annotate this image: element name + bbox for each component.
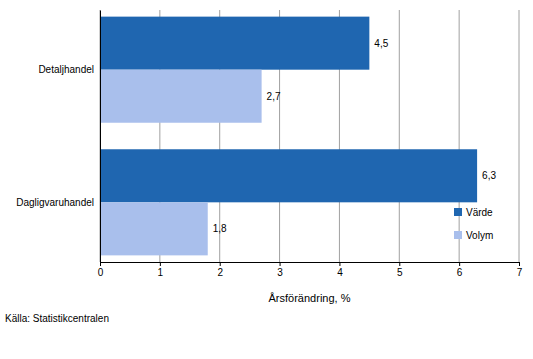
data-label: 4,5 (374, 38, 388, 49)
grid-line (100, 10, 101, 262)
x-tick-mark (519, 262, 520, 266)
x-tick: 1 (158, 262, 164, 278)
x-tick-mark (339, 262, 340, 266)
y-tick-label: Detaljhandel (38, 64, 94, 75)
y-tick: Dagligvaruhandel (16, 197, 100, 208)
bars (100, 17, 477, 256)
grid-line (519, 10, 520, 262)
grid (100, 10, 519, 262)
bar (100, 149, 477, 202)
data-labels: 4,5 6,3 2,7 1,8 (213, 38, 497, 235)
data-label: 2,7 (267, 91, 281, 102)
x-tick: 5 (397, 262, 403, 278)
x-axis-line (101, 263, 520, 267)
x-tick-mark (220, 262, 221, 266)
x-tick-label: 2 (217, 267, 223, 278)
x-tick-label: 0 (98, 267, 104, 278)
x-tick-mark (280, 262, 281, 266)
legend-label: Värde (466, 207, 493, 218)
x-tick-mark (160, 262, 161, 266)
x-tick-mark (399, 262, 400, 266)
x-tick-label: 5 (397, 267, 403, 278)
y-axis-line (100, 11, 101, 263)
x-tick-mark (100, 262, 101, 266)
bar (100, 70, 262, 123)
grid-line (399, 10, 400, 262)
source: Källa: Statistikcentralen (5, 313, 109, 324)
x-tick-label: 4 (337, 267, 343, 278)
legend-label: Volym (466, 230, 493, 241)
legend-swatch (454, 231, 462, 239)
legend-swatch (454, 208, 462, 216)
x-tick: 2 (217, 262, 223, 278)
y-tick: Detaljhandel (38, 64, 100, 75)
y-axis: Detaljhandel Dagligvaruhandel (16, 11, 100, 263)
data-label: 1,8 (213, 223, 227, 234)
x-tick-mark (459, 262, 460, 266)
data-label: 6,3 (482, 170, 496, 181)
x-tick: 7 (517, 262, 523, 278)
legend: Värde Volym (454, 207, 493, 241)
x-axis-title: Årsförändring, % (269, 292, 351, 304)
x-tick-label: 7 (517, 267, 523, 278)
x-tick-label: 3 (277, 267, 283, 278)
x-tick: 6 (457, 262, 463, 278)
x-tick-label: 6 (457, 267, 463, 278)
x-axis: 0 1 2 3 4 5 6 7 (98, 262, 523, 278)
x-tick-label: 1 (158, 267, 164, 278)
x-tick: 4 (337, 262, 343, 278)
grid-line (459, 10, 460, 262)
plot: 4,5 6,3 2,7 1,8 0 1 2 3 4 5 6 7 Detaljhandel Dagligva… (16, 10, 523, 278)
x-tick: 3 (277, 262, 283, 278)
bar (100, 17, 369, 70)
x-tick: 0 (98, 262, 104, 278)
y-tick-label: Dagligvaruhandel (16, 197, 94, 208)
bar (100, 202, 208, 255)
